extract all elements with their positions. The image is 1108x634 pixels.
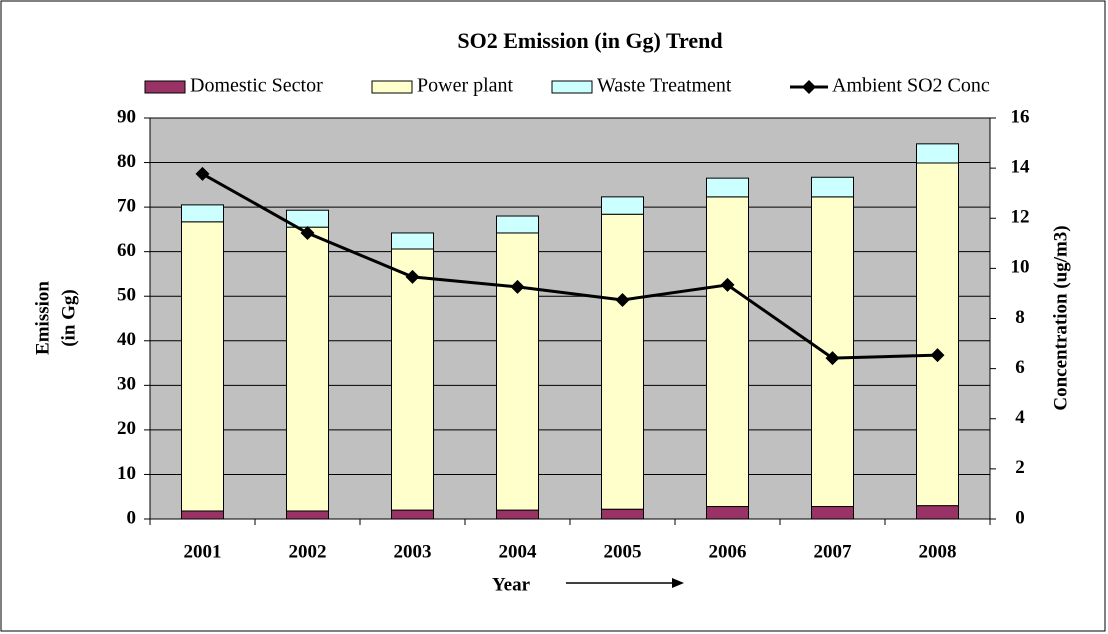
y-tick-label: 40 [117,329,136,350]
bar-segment [286,510,329,520]
marker [195,166,210,181]
bar-segment [811,506,854,520]
y2-tick-label: 10 [1011,257,1030,278]
x-axis-label: Year [492,574,531,595]
legend-label: Power plant [417,75,514,97]
bar-segment [706,177,749,198]
legend-label: Waste Treatment [597,75,732,97]
marker [510,279,525,294]
bar-segment [916,505,959,520]
y2-tick-label: 2 [1015,457,1025,478]
bar-segment [391,232,434,250]
bar-segment [286,226,329,512]
y2-tick-label: 12 [1011,207,1030,228]
y-tick-label: 70 [117,195,136,216]
bar-segment [391,509,434,520]
legend-label: Domestic Sector [190,75,323,97]
y2-tick-label: 6 [1015,357,1025,378]
x-tick-label: 2005 [604,541,642,562]
x-tick-label: 2004 [499,541,538,562]
x-tick-label: 2006 [709,541,747,562]
y-tick-label: 10 [117,463,136,484]
bar-segment [601,196,644,215]
marker [615,292,630,307]
bar-segment [706,196,749,508]
chart-title: SO2 Emission (in Gg) Trend [457,28,722,53]
legend-label: Ambient SO2 Conc [832,75,990,97]
y-tick-label: 0 [127,507,137,528]
marker [300,226,315,241]
plot-area [150,118,990,519]
y-tick-label: 20 [117,418,136,439]
y2-tick-label: 14 [1011,156,1031,177]
bar-segment [181,510,224,520]
legend-swatch [802,80,816,94]
legend-swatch [371,80,413,94]
line [201,172,938,360]
bar-segment [811,176,854,198]
y2-axis-label: Concentration (ug/m3) [1050,225,1071,410]
bar-segment [916,143,959,164]
arrow-head [672,578,684,588]
y-tick-label: 50 [117,285,136,306]
y2-tick-label: 4 [1015,407,1025,428]
x-tick-label: 2008 [919,541,957,562]
y2-tick-label: 8 [1015,307,1025,328]
bar-segment [916,162,959,507]
x-tick-label: 2007 [814,541,853,562]
bar-segment [181,204,224,223]
bar-segment [496,232,539,511]
bar-segment [181,221,224,512]
y2-tick-label: 0 [1015,507,1025,528]
bar-segment [496,215,539,234]
y-tick-label: 90 [117,106,136,127]
marker [720,277,735,292]
y-tick-label: 30 [117,374,136,395]
marker [405,269,420,284]
bar-segment [601,213,644,510]
legend-swatch [144,80,186,94]
y2-tick-label: 16 [1011,106,1030,127]
y-tick-label: 60 [117,240,136,261]
y-tick-label: 80 [117,151,136,172]
marker [825,351,840,366]
marker [930,348,945,363]
bar-segment [601,508,644,520]
legend-swatch [551,80,593,94]
bar-segment [391,248,434,511]
y-axis-label: (in Gg) [58,289,79,347]
x-tick-label: 2003 [394,541,432,562]
bar-segment [496,509,539,520]
bar-segment [706,506,749,520]
x-tick-label: 2001 [184,541,222,562]
x-tick-label: 2002 [289,541,327,562]
y-axis-label: Emission [32,281,53,355]
